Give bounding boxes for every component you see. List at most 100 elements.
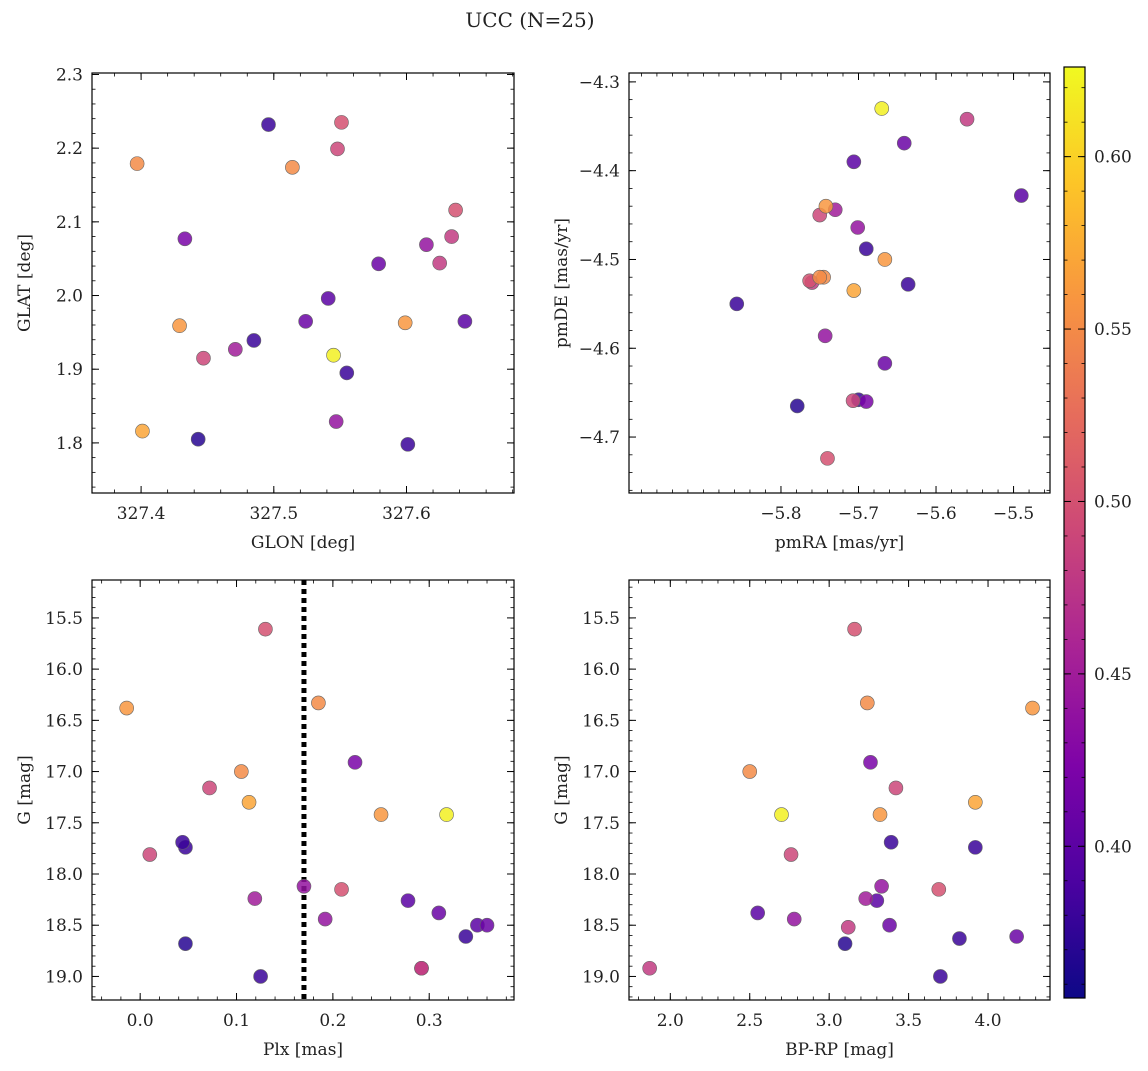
x-tick-label: 2.5 bbox=[736, 1011, 763, 1031]
scatter-point bbox=[400, 893, 416, 908]
x-axis-label: BP-RP [mag] bbox=[785, 1040, 894, 1060]
scatter-point bbox=[863, 755, 878, 770]
scatter-point bbox=[820, 451, 835, 466]
x-tick-label: 3.5 bbox=[895, 1011, 922, 1031]
x-tick-label: 4.0 bbox=[975, 1011, 1002, 1031]
x-tick-label: 0.1 bbox=[223, 1011, 250, 1031]
scatter-point bbox=[850, 220, 866, 235]
scatter-point bbox=[177, 231, 193, 247]
scatter-point bbox=[750, 905, 765, 921]
x-tick-label: −5.5 bbox=[993, 504, 1034, 524]
y-tick-label: 17.5 bbox=[45, 814, 83, 834]
x-tick-label: 2.0 bbox=[657, 1011, 684, 1031]
x-axis-label: GLON [deg] bbox=[251, 533, 355, 553]
scatter-point bbox=[1014, 188, 1029, 203]
axes-frame bbox=[91, 72, 515, 494]
scatter-point bbox=[190, 431, 206, 447]
scatter-point bbox=[837, 936, 853, 951]
scatter-point bbox=[642, 960, 657, 976]
scatter-point bbox=[261, 117, 276, 132]
scatter-point bbox=[373, 807, 389, 822]
colorbar-tick-label: 0.40 bbox=[1094, 837, 1132, 857]
y-tick-label: 15.5 bbox=[582, 609, 620, 629]
y-tick-label: −4.3 bbox=[579, 73, 620, 93]
x-tick-label: 0.2 bbox=[319, 1011, 346, 1031]
scatter-point bbox=[783, 847, 799, 862]
x-tick-label: −5.7 bbox=[838, 504, 879, 524]
y-axis-label: G [mag] bbox=[15, 755, 35, 824]
scatter-point bbox=[774, 807, 789, 822]
scatter-point bbox=[952, 931, 967, 946]
scatter-point bbox=[253, 969, 268, 984]
scatter-point bbox=[431, 905, 447, 921]
scatter-point bbox=[933, 969, 948, 984]
scatter-point bbox=[330, 141, 345, 157]
scatter-point bbox=[877, 356, 893, 371]
scatter-point bbox=[326, 347, 341, 363]
scatter-point bbox=[296, 878, 312, 894]
scatter-point bbox=[846, 154, 862, 170]
scatter-point bbox=[858, 241, 874, 257]
chart-title: UCC (N=25) bbox=[465, 8, 594, 32]
x-tick-label: −5.8 bbox=[760, 504, 801, 524]
scatter-point bbox=[196, 350, 211, 366]
scatter-point bbox=[877, 252, 893, 267]
colorbar-tick-label: 0.60 bbox=[1094, 148, 1132, 168]
scatter-point bbox=[959, 111, 975, 127]
y-tick-label: 18.0 bbox=[45, 865, 83, 885]
scatter-point bbox=[241, 794, 257, 810]
x-tick-label: 0.3 bbox=[416, 1011, 443, 1031]
scatter-point bbox=[247, 891, 263, 906]
y-tick-label: 2.0 bbox=[56, 287, 83, 307]
scatter-point bbox=[258, 621, 273, 637]
y-tick-label: 18.5 bbox=[45, 916, 83, 936]
x-axis-label: pmRA [mas/yr] bbox=[775, 533, 904, 553]
panel-plx-g: 0.0 0.1 0.2 0.3 15.5 16.0 16.5 17.0 17.5 18.0 18.5… bbox=[15, 579, 515, 1060]
y-tick-label: −4.6 bbox=[579, 339, 620, 359]
data-layer bbox=[729, 101, 1029, 466]
scatter-point bbox=[883, 834, 899, 850]
y-tick-label: 18.5 bbox=[582, 916, 620, 936]
colorbar-tick-label: 0.45 bbox=[1094, 665, 1132, 685]
scatter-point bbox=[847, 621, 862, 637]
scatter-point bbox=[228, 342, 243, 357]
x-tick-label: 3.0 bbox=[816, 1011, 843, 1031]
scatter-point bbox=[1009, 929, 1024, 944]
scatter-point bbox=[400, 437, 416, 452]
scatter-point bbox=[786, 911, 802, 927]
scatter-point bbox=[135, 423, 150, 439]
scatter-point bbox=[328, 414, 344, 429]
scatter-point bbox=[339, 365, 355, 381]
colorbar-gradient bbox=[1063, 66, 1086, 999]
y-axis-label: G [mag] bbox=[552, 755, 572, 824]
scatter-point bbox=[129, 156, 145, 171]
scatter-point bbox=[285, 160, 300, 175]
scatter-point bbox=[298, 314, 313, 329]
scatter-point bbox=[845, 393, 861, 408]
scatter-point bbox=[432, 255, 447, 271]
scatter-point bbox=[397, 315, 413, 331]
y-tick-label: 18.0 bbox=[582, 865, 620, 885]
x-tick-label: 0.0 bbox=[127, 1011, 154, 1031]
y-tick-label: 1.8 bbox=[56, 434, 83, 454]
y-tick-label: 16.0 bbox=[582, 660, 620, 680]
scatter-point bbox=[968, 840, 983, 855]
x-tick-label: −5.6 bbox=[915, 504, 956, 524]
scatter-point bbox=[900, 277, 916, 292]
scatter-point bbox=[371, 256, 386, 272]
scatter-point bbox=[448, 202, 463, 218]
panel-pmra-pmde: −5.8 −5.7 −5.6 −5.5 −4.7 −4.6 −4.5 −4.4 −4.3 pmRA… bbox=[552, 72, 1051, 553]
scatter-point bbox=[320, 291, 336, 306]
scatter-point bbox=[888, 780, 904, 796]
panel-bprp-g: 2.0 2.5 3.0 3.5 4.0 15.5 16.0 16.5 17.0 17.5 18.0 1… bbox=[552, 579, 1051, 1060]
y-tick-label: 16.0 bbox=[45, 660, 83, 680]
scatter-point bbox=[818, 198, 834, 214]
scatter-point bbox=[175, 834, 190, 850]
y-tick-label: −4.4 bbox=[579, 162, 620, 182]
y-tick-label: −4.5 bbox=[579, 250, 620, 270]
scatter-point bbox=[858, 394, 874, 409]
scatter-point bbox=[882, 917, 897, 933]
scatter-point bbox=[789, 398, 805, 414]
